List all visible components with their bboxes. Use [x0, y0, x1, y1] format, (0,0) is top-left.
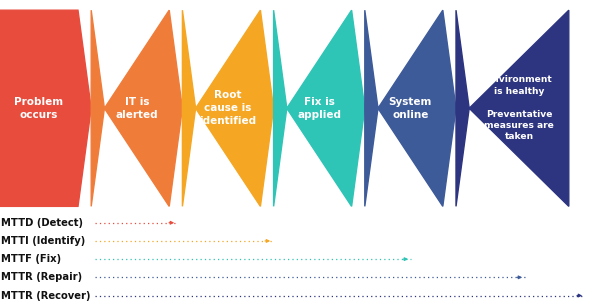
Text: System
online: System online [389, 97, 432, 120]
Polygon shape [0, 10, 91, 206]
Polygon shape [365, 10, 456, 206]
Text: MTTI (Identify): MTTI (Identify) [1, 236, 85, 246]
Text: MTTF (Fix): MTTF (Fix) [1, 254, 61, 264]
Polygon shape [91, 10, 182, 206]
Text: Problem
occurs: Problem occurs [14, 97, 64, 120]
Polygon shape [456, 10, 569, 206]
Text: Environment
is healthy

Preventative
measures are
taken: Environment is healthy Preventative meas… [484, 75, 554, 142]
Text: Fix is
applied: Fix is applied [297, 97, 341, 120]
Text: MTTR (Repair): MTTR (Repair) [1, 272, 82, 282]
Polygon shape [274, 10, 365, 206]
Text: MTTD (Detect): MTTD (Detect) [1, 218, 83, 228]
Text: IT is
alerted: IT is alerted [115, 97, 158, 120]
Text: MTTR (Recover): MTTR (Recover) [1, 291, 90, 300]
Text: Root
cause is
identified: Root cause is identified [199, 91, 257, 126]
Polygon shape [182, 10, 274, 206]
